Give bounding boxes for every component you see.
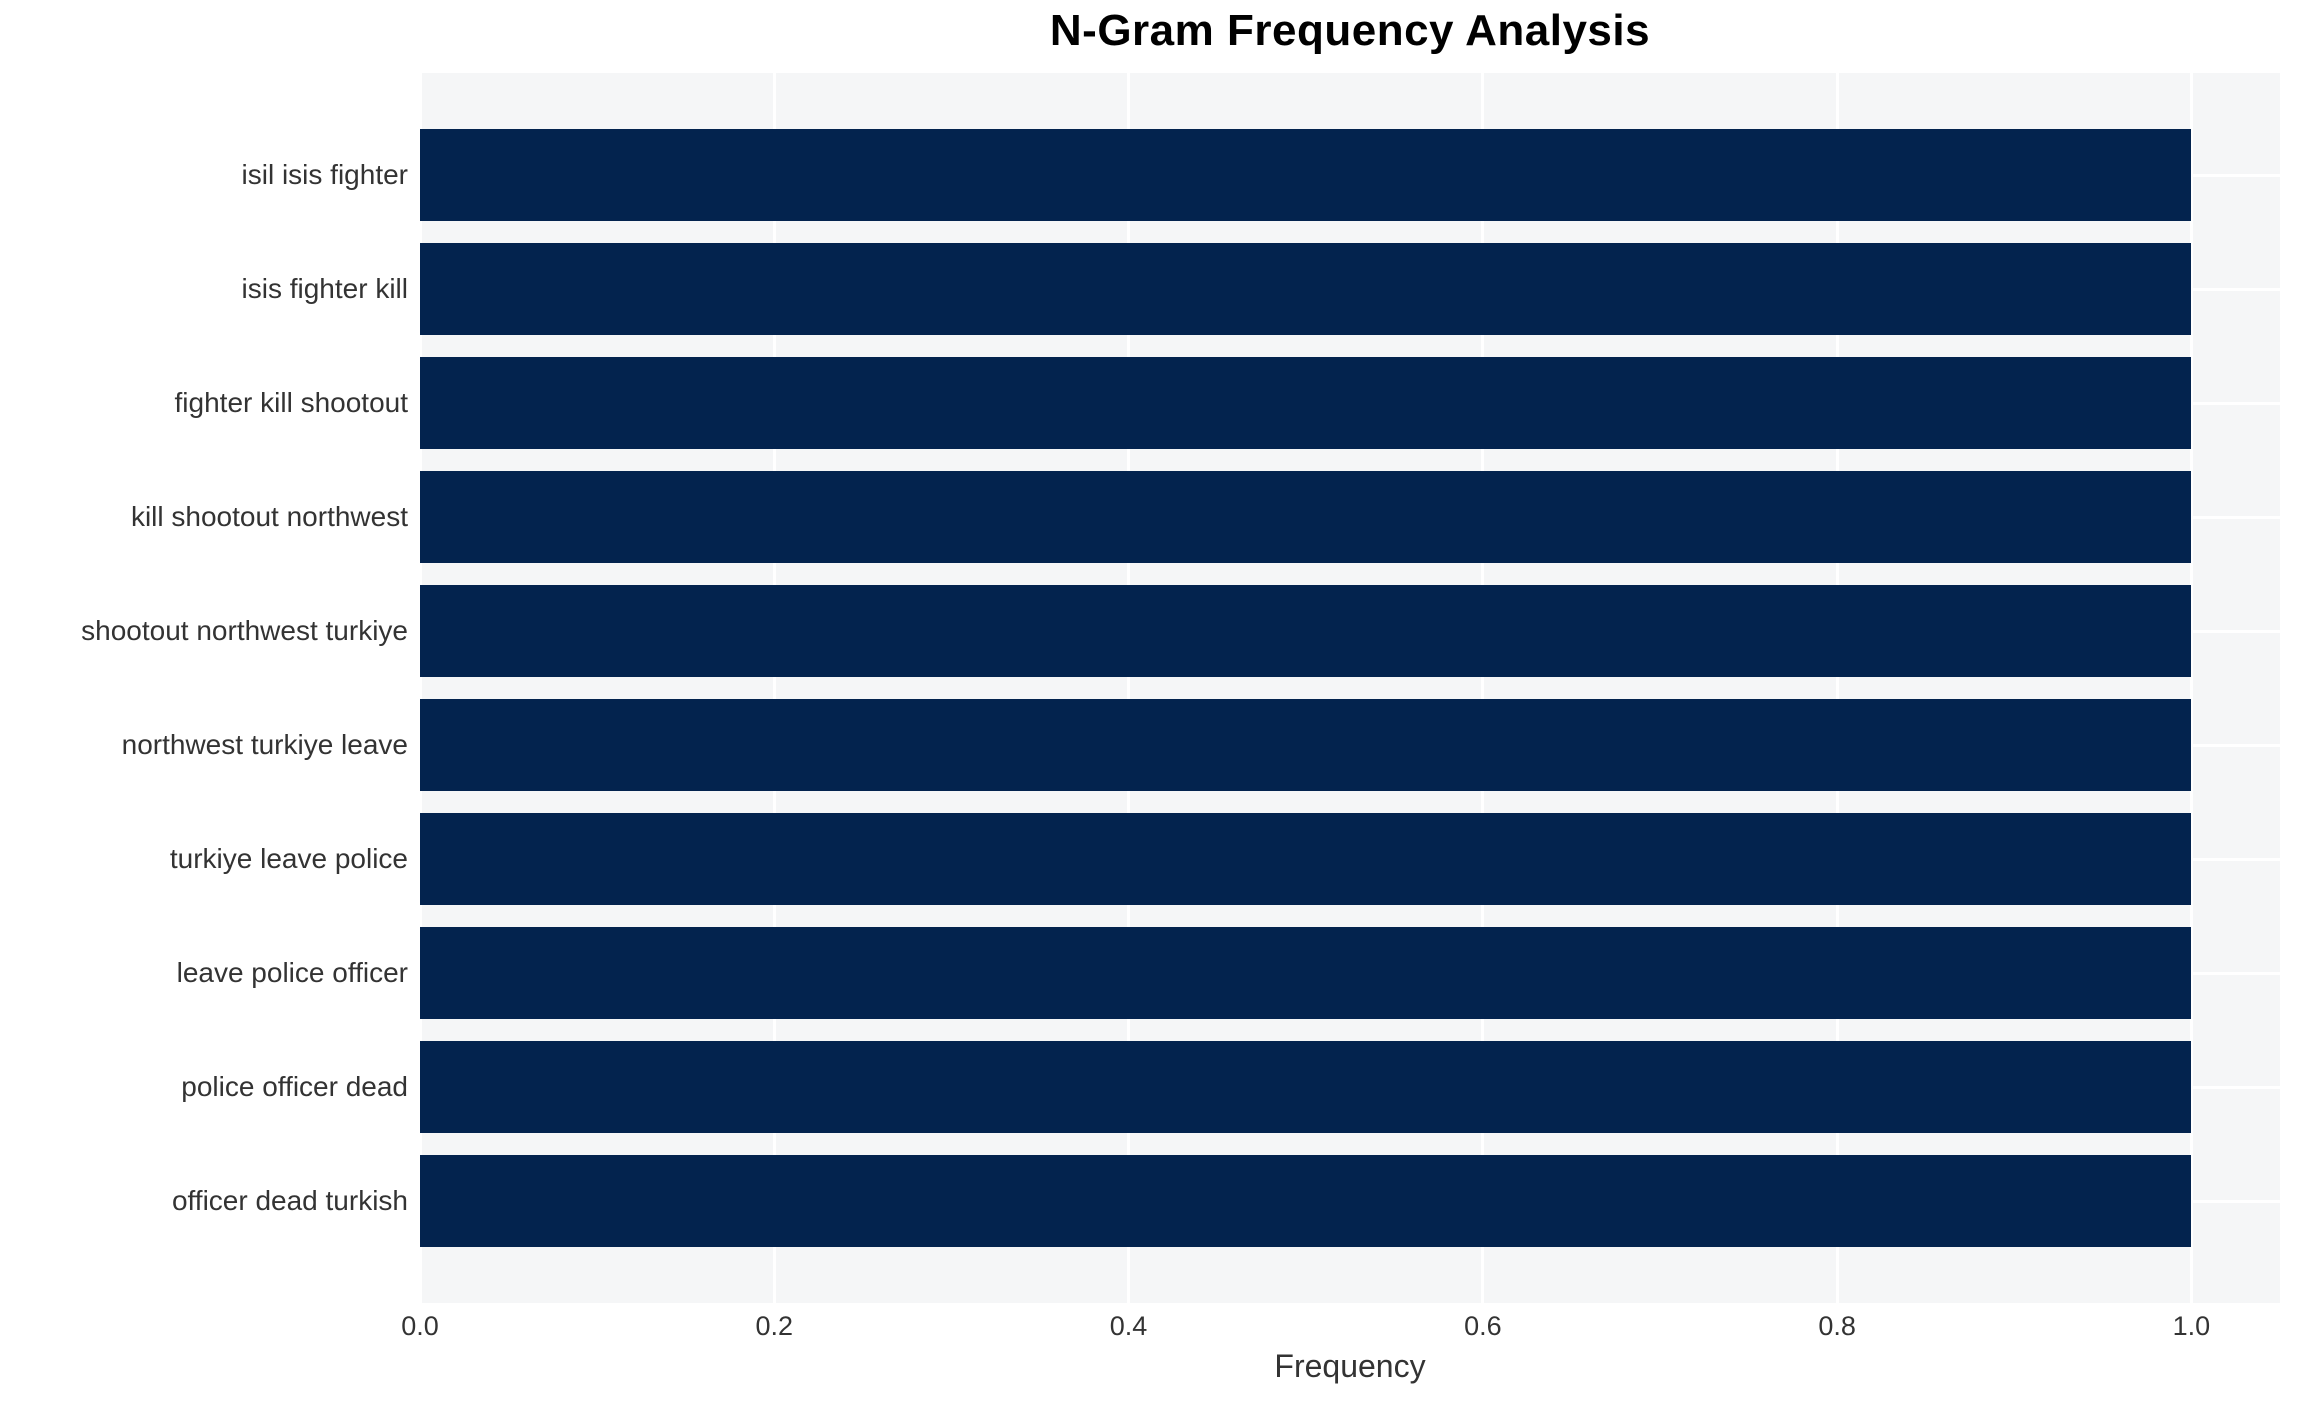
x-axis-tick-label: 0.6 (1464, 1311, 1502, 1341)
bar (420, 129, 2192, 221)
y-axis-label: leave police officer (176, 957, 408, 988)
y-axis-label: isil isis fighter (241, 159, 408, 190)
y-axis-label: police officer dead (181, 1071, 408, 1102)
gridline-x (418, 73, 422, 1303)
bar-row (420, 1144, 2280, 1258)
bar-row (420, 574, 2280, 688)
gridline-x (2189, 73, 2193, 1303)
bar-row (420, 346, 2280, 460)
y-axis-label: fighter kill shootout (174, 387, 408, 418)
bar (420, 699, 2192, 791)
bar (420, 1155, 2192, 1247)
y-axis-label: kill shootout northwest (130, 501, 408, 532)
bar (420, 927, 2192, 1019)
x-axis-tick-label: 1.0 (2172, 1311, 2211, 1341)
bar-row (420, 802, 2280, 916)
gridline-x (1481, 73, 1485, 1303)
x-axis-title: Frequency (1274, 1348, 1426, 1384)
x-axis-tick-label: 0.2 (755, 1311, 794, 1341)
bar (420, 243, 2192, 335)
plot-area (418, 73, 2280, 1303)
bar (420, 471, 2192, 563)
bar-row (420, 1030, 2280, 1144)
bar-row (420, 460, 2280, 574)
bar-row (420, 118, 2280, 232)
y-axis-label: isis fighter kill (241, 273, 408, 304)
x-axis-tick-label: 0.4 (1109, 1311, 1148, 1341)
y-axis-label: turkiye leave police (169, 843, 408, 874)
y-axis-label: northwest turkiye leave (121, 729, 408, 760)
bar-row (420, 916, 2280, 1030)
gridline-x (1835, 73, 1839, 1303)
y-axis-label: officer dead turkish (171, 1185, 408, 1216)
chart-title: N-Gram Frequency Analysis (1049, 6, 1651, 55)
bars-layer (420, 73, 2280, 1303)
bar (420, 357, 2192, 449)
bar (420, 813, 2192, 905)
bar (420, 585, 2192, 677)
gridline-x (772, 73, 776, 1303)
x-axis-tick-label: 0.0 (401, 1311, 439, 1341)
x-axis-tick-label: 0.8 (1818, 1311, 1856, 1341)
bar-row (420, 688, 2280, 802)
bar (420, 1041, 2192, 1133)
gridline-x (1127, 73, 1131, 1303)
bar-row (420, 232, 2280, 346)
y-axis-label: shootout northwest turkiye (81, 615, 408, 646)
